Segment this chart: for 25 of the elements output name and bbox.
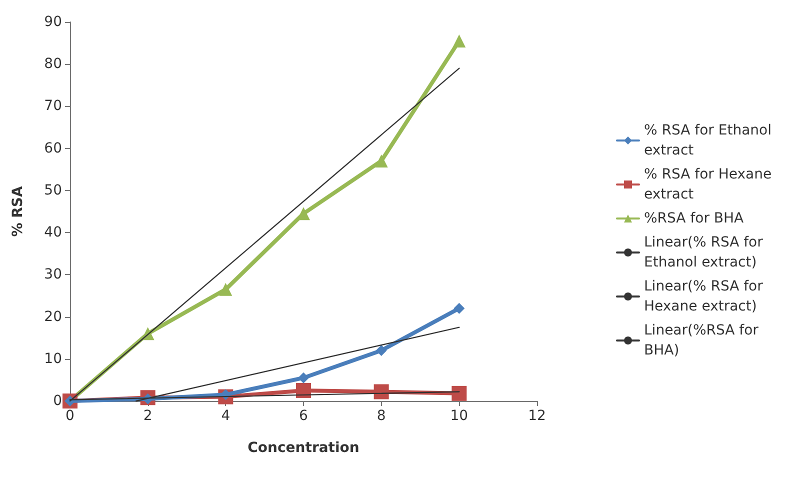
- x-tick-label: 12: [528, 408, 546, 424]
- y-tick-label: 0: [53, 393, 62, 409]
- legend-label: Linear(%RSA for BHA): [644, 322, 763, 358]
- y-tick-label: 80: [44, 56, 62, 72]
- y-tick-label: 70: [44, 98, 62, 114]
- x-tick-label: 2: [143, 408, 152, 424]
- y-tick-label: 20: [44, 308, 62, 325]
- y-tick-label: 40: [44, 224, 62, 241]
- y-axis-title: % RSA: [10, 186, 26, 237]
- x-tick-label: 8: [376, 408, 386, 424]
- x-tick-label: 6: [299, 408, 308, 424]
- legend-label: % RSA for Hexane extract: [644, 166, 776, 202]
- legend-label: Linear(% RSA for Ethanol extract): [644, 234, 768, 270]
- x-tick-label: 0: [66, 408, 74, 424]
- y-tick-label: 60: [44, 140, 62, 156]
- x-axis-title: Concentration: [248, 440, 360, 456]
- x-tick-label: 4: [221, 408, 230, 424]
- legend-label: %RSA for BHA: [644, 210, 744, 226]
- legend-label: Linear(% RSA for Hexane extract): [644, 278, 768, 314]
- y-tick-label: 50: [44, 182, 62, 198]
- y-tick-label: 10: [44, 350, 62, 367]
- legend-label: % RSA for Ethanol extract: [644, 122, 776, 158]
- y-tick-label: 30: [44, 266, 62, 283]
- y-tick-label: 90: [44, 14, 62, 30]
- x-tick-label: 10: [450, 408, 468, 424]
